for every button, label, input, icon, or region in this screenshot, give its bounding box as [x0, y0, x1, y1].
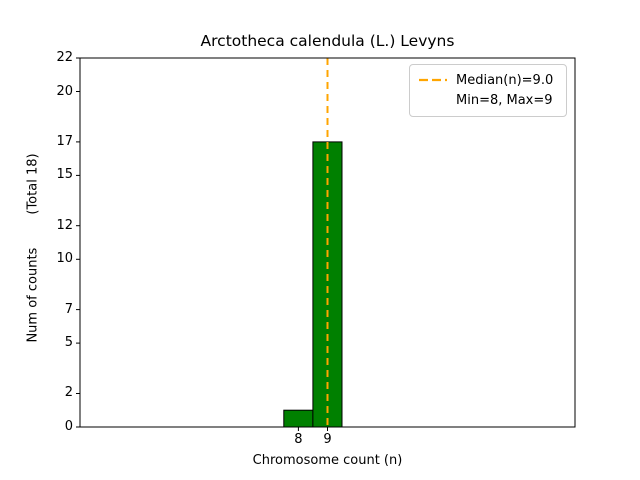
legend-label-minmax: Min=8, Max=9	[456, 92, 553, 108]
y-tick-label: 7	[64, 301, 73, 317]
y-tick-label: 15	[56, 167, 73, 183]
y-tick-label: 22	[56, 50, 73, 65]
y-tick-label: 17	[56, 133, 73, 149]
legend-row-median: Median(n)=9.0	[418, 70, 558, 90]
x-axis-label: Chromosome count (n)	[252, 453, 403, 468]
y-tick-label: 5	[64, 335, 73, 351]
y-axis-label: Num of counts (Total 18)	[25, 153, 41, 343]
legend: Median(n)=9.0 Min=8, Max=9	[409, 64, 567, 117]
legend-label-median: Median(n)=9.0	[456, 72, 554, 88]
median-dashed-line-icon	[419, 78, 447, 82]
y-tick-label: 10	[56, 251, 73, 267]
x-tick-label: 8	[294, 432, 303, 447]
y-tick-label: 12	[56, 217, 73, 233]
histogram-bar	[312, 141, 343, 428]
chart-title: Arctotheca calendula (L.) Levyns	[200, 32, 455, 50]
y-tick-label: 20	[56, 83, 73, 99]
x-tick-label: 9	[323, 432, 332, 447]
y-tick-label: 2	[64, 385, 73, 401]
histogram-bar	[283, 409, 314, 428]
y-tick-label: 0	[64, 419, 73, 434]
legend-row-minmax: Min=8, Max=9	[418, 90, 558, 110]
